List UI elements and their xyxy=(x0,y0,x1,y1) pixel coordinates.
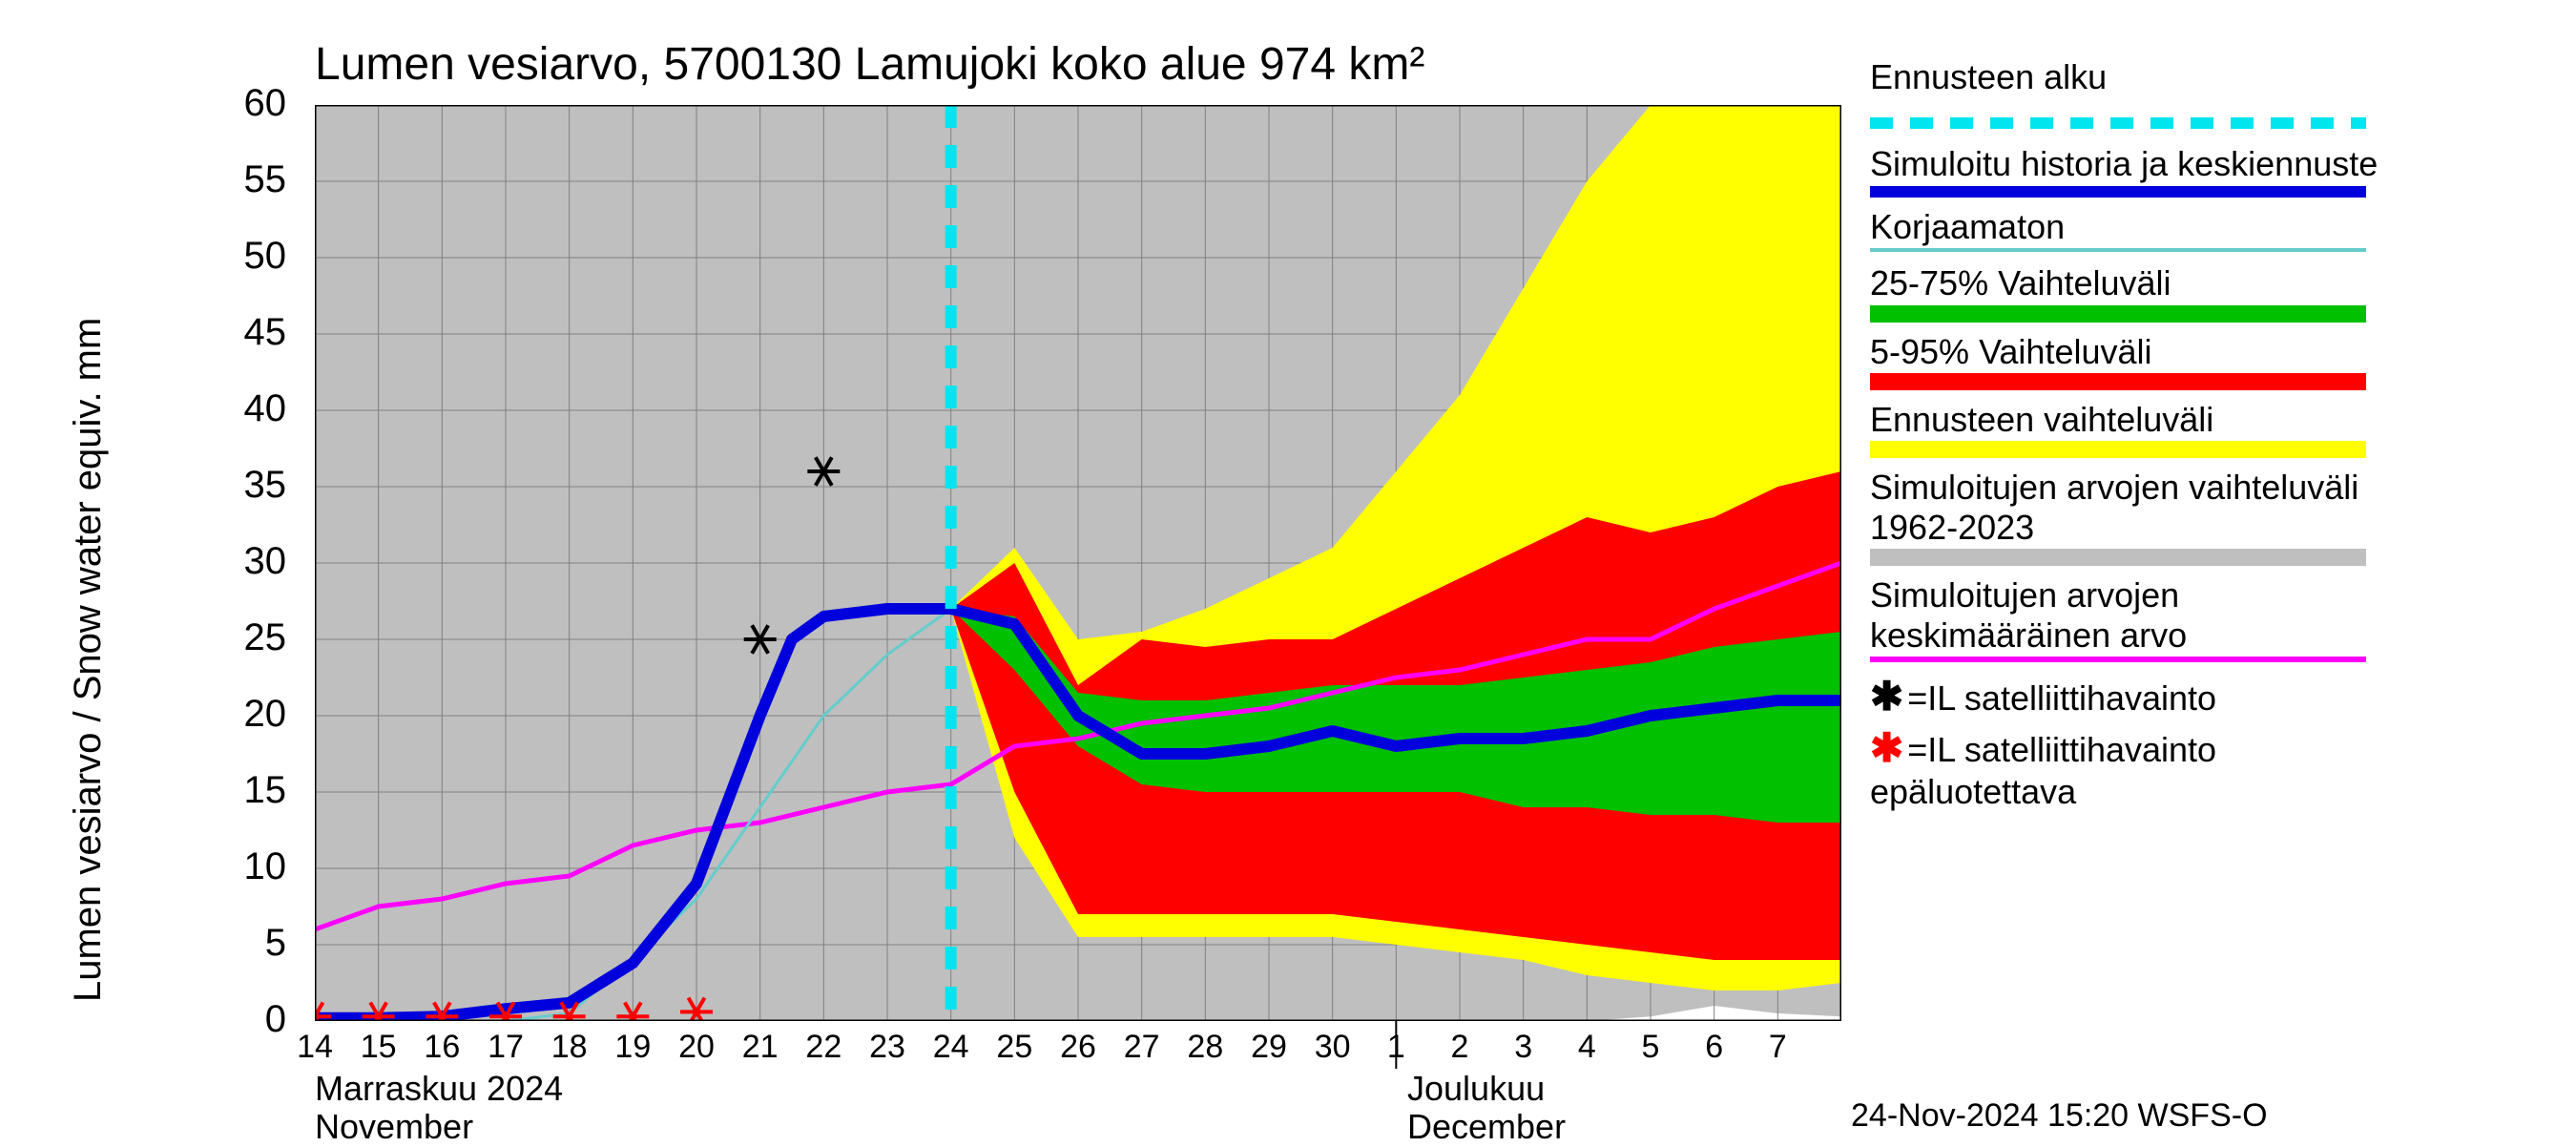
asterisk-icon: ✱ xyxy=(1870,725,1903,771)
x-tick-label: 4 xyxy=(1558,1029,1615,1066)
legend-uncorrected: Korjaamaton xyxy=(1870,207,2404,252)
legend-sim-mean: Simuloitujen arvojen keskimääräinen arvo xyxy=(1870,575,2404,662)
month-nov-en: November xyxy=(315,1107,473,1147)
y-tick-label: 50 xyxy=(172,235,286,278)
legend-simulated: Simuloitu historia ja keskiennuste xyxy=(1870,144,2404,197)
x-tick-label: 2 xyxy=(1431,1029,1488,1066)
month-dec-en: December xyxy=(1407,1107,1566,1147)
x-tick-label: 28 xyxy=(1176,1029,1234,1066)
legend-forecast-start: Ennusteen alku xyxy=(1870,57,2404,138)
x-tick-label: 30 xyxy=(1304,1029,1361,1066)
x-tick-label: 18 xyxy=(541,1029,598,1066)
y-tick-label: 40 xyxy=(172,387,286,430)
x-tick-label: 7 xyxy=(1749,1029,1806,1066)
x-tick-label: 25 xyxy=(986,1029,1043,1066)
x-tick-label: 17 xyxy=(477,1029,534,1066)
x-tick-label: 22 xyxy=(795,1029,852,1066)
x-tick-label: 27 xyxy=(1113,1029,1171,1066)
legend-band-5-95: 5-95% Vaihteluväli xyxy=(1870,332,2404,390)
asterisk-icon: ✱ xyxy=(1870,674,1903,719)
legend-sat-obs: ✱=IL satelliittihavainto xyxy=(1870,674,2404,719)
x-tick-label: 16 xyxy=(413,1029,470,1066)
footer-timestamp: 24-Nov-2024 15:20 WSFS-O xyxy=(1851,1097,2268,1135)
y-tick-label: 35 xyxy=(172,464,286,507)
x-tick-label: 20 xyxy=(668,1029,725,1066)
chart-container: Lumen vesiarvo, 5700130 Lamujoki koko al… xyxy=(0,0,2576,1145)
x-tick-label: 15 xyxy=(350,1029,407,1066)
x-tick-label: 21 xyxy=(732,1029,789,1066)
legend-sim-range: Simuloitujen arvojen vaihteluväli 1962-2… xyxy=(1870,468,2404,566)
month-nov-fi: Marraskuu 2024 xyxy=(315,1069,563,1109)
x-tick-label: 26 xyxy=(1049,1029,1107,1066)
y-tick-label: 25 xyxy=(172,616,286,659)
chart-title: Lumen vesiarvo, 5700130 Lamujoki koko al… xyxy=(315,38,1424,91)
y-tick-label: 20 xyxy=(172,693,286,736)
y-tick-label: 5 xyxy=(172,922,286,965)
y-tick-label: 60 xyxy=(172,82,286,125)
legend-band-full: Ennusteen vaihteluväli xyxy=(1870,400,2404,458)
y-tick-label: 15 xyxy=(172,769,286,812)
y-tick-label: 10 xyxy=(172,845,286,888)
y-axis-label: Lumen vesiarvo / Snow water equiv. mm xyxy=(67,318,110,1002)
x-tick-label: 19 xyxy=(604,1029,661,1066)
x-tick-label: 5 xyxy=(1622,1029,1679,1066)
x-tick-label: 3 xyxy=(1495,1029,1552,1066)
plot-area xyxy=(315,105,1841,1021)
y-tick-label: 45 xyxy=(172,311,286,354)
legend: Ennusteen alku Simuloitu historia ja kes… xyxy=(1870,57,2404,817)
x-tick-label: 29 xyxy=(1240,1029,1298,1066)
legend-band-25-75: 25-75% Vaihteluväli xyxy=(1870,263,2404,322)
x-tick-label: 14 xyxy=(286,1029,343,1066)
month-dec-fi: Joulukuu xyxy=(1407,1069,1545,1109)
x-tick-label: 1 xyxy=(1367,1029,1424,1066)
y-tick-label: 30 xyxy=(172,540,286,583)
y-tick-label: 0 xyxy=(172,998,286,1041)
x-tick-label: 6 xyxy=(1686,1029,1743,1066)
legend-sat-obs-unrel: ✱=IL satelliittihavainto epäluotettava xyxy=(1870,725,2404,811)
x-tick-label: 24 xyxy=(923,1029,980,1066)
x-tick-label: 23 xyxy=(859,1029,916,1066)
y-tick-label: 55 xyxy=(172,158,286,201)
